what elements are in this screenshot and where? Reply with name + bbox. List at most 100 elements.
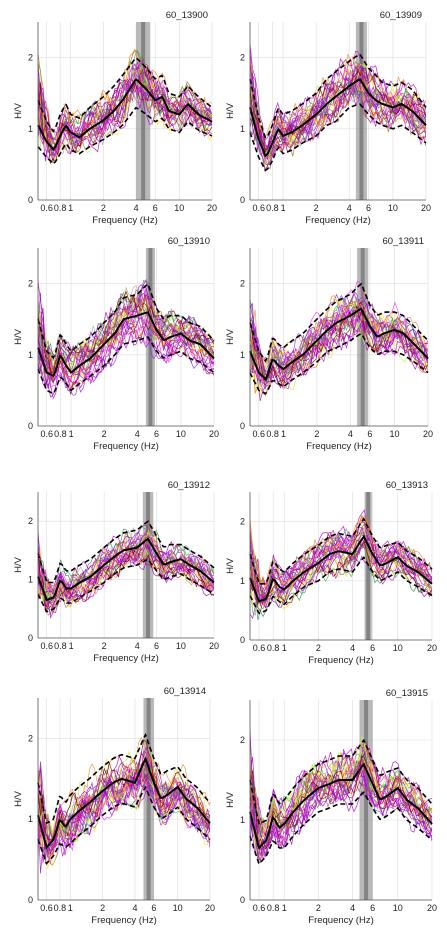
window-trace (250, 311, 428, 388)
x-axis-title: Frequency (Hz) (92, 215, 157, 226)
mean-hv-curve (249, 307, 429, 381)
x-tick-label-10: 10 (390, 429, 400, 439)
window-trace (38, 317, 214, 396)
x-axis-title: Frequency (Hz) (308, 655, 373, 666)
y-tick-label-2: 2 (240, 517, 245, 527)
window-trace (250, 304, 428, 390)
x-tick-label-20: 20 (427, 643, 437, 653)
window-trace (250, 755, 432, 850)
peak-frequency-line (148, 248, 153, 426)
window-trace (38, 546, 214, 614)
window-trace (250, 736, 432, 844)
mean-hv-curve (37, 756, 211, 850)
mean-hv-curve (37, 311, 215, 378)
x-tick-label-2: 2 (316, 903, 321, 913)
x-tick-label-1: 1 (68, 903, 73, 913)
y-axis-title: H/V (225, 102, 236, 119)
upper-std-curve (249, 282, 429, 363)
window-traces (38, 737, 210, 874)
x-tick-label-1: 1 (281, 429, 286, 439)
window-trace (38, 526, 214, 605)
mean-hv-curve (249, 762, 433, 850)
upper-std-curve (249, 53, 427, 139)
x-tick-label-2: 2 (102, 429, 107, 439)
mean-hv-curve (249, 534, 433, 603)
peak-frequency-line (359, 22, 364, 200)
window-trace (38, 550, 214, 617)
x-tick-label-4: 4 (135, 641, 140, 651)
x-tick-label-2: 2 (100, 903, 105, 913)
y-tick-label-0: 0 (28, 895, 33, 905)
y-tick-label-1: 1 (28, 350, 33, 360)
window-trace (38, 761, 210, 858)
y-tick-label-0: 0 (28, 195, 33, 205)
panel-title: 60_13900 (166, 10, 208, 21)
x-tick-label-0.8: 0.8 (54, 641, 67, 651)
y-tick-label-1: 1 (28, 575, 33, 585)
x-tick-label-1: 1 (69, 429, 74, 439)
panel-title: 60_13912 (168, 480, 210, 491)
window-trace (38, 294, 214, 377)
x-tick-label-6: 6 (367, 429, 372, 439)
window-trace (250, 59, 426, 137)
x-tick-label-1: 1 (282, 903, 287, 913)
lower-std-curve (249, 332, 429, 395)
y-axis-title: H/V (225, 791, 236, 808)
x-tick-label-0.6: 0.6 (253, 429, 266, 439)
window-trace (250, 281, 428, 370)
window-trace (250, 67, 426, 151)
x-tick-label-10: 10 (173, 903, 183, 913)
x-tick-label-2: 2 (314, 203, 319, 213)
y-tick-label-2: 2 (28, 516, 33, 526)
window-trace (38, 81, 212, 165)
x-tick-label-0.8: 0.8 (54, 203, 67, 213)
x-tick-label-20: 20 (209, 429, 219, 439)
x-tick-label-10: 10 (393, 643, 403, 653)
x-tick-label-20: 20 (205, 903, 215, 913)
panel-title: 60_13909 (380, 10, 422, 21)
window-trace (38, 290, 214, 374)
x-tick-label-0.6: 0.6 (253, 903, 266, 913)
panel-title: 60_13913 (386, 480, 428, 491)
x-tick-label-2: 2 (101, 203, 106, 213)
upper-std-curve (37, 56, 213, 133)
x-tick-label-4: 4 (350, 903, 355, 913)
x-axis-title: Frequency (Hz) (306, 441, 371, 452)
window-trace (250, 48, 426, 141)
upper-std-curve (37, 732, 211, 825)
x-tick-label-0.6: 0.6 (40, 429, 53, 439)
x-tick-label-10: 10 (393, 903, 403, 913)
window-trace (38, 536, 214, 596)
x-tick-label-6: 6 (153, 203, 158, 213)
lower-std-curve (37, 336, 215, 395)
x-tick-label-20: 20 (207, 203, 217, 213)
x-tick-label-6: 6 (151, 903, 156, 913)
y-tick-label-1: 1 (240, 576, 245, 586)
x-tick-label-1: 1 (281, 203, 286, 213)
panel-title: 60_13910 (168, 236, 210, 247)
y-tick-label-0: 0 (240, 421, 245, 431)
x-axis-title: Frequency (Hz) (308, 915, 373, 926)
panel-title: 60_13911 (382, 236, 424, 247)
panel-title: 60_13915 (386, 688, 428, 699)
peak-frequency-line (364, 700, 369, 900)
window-trace (38, 553, 214, 619)
x-tick-label-10: 10 (174, 203, 184, 213)
y-axis-title: H/V (13, 790, 24, 807)
x-tick-label-20: 20 (423, 429, 433, 439)
lower-std-curve (249, 556, 433, 615)
x-tick-label-4: 4 (347, 203, 352, 213)
window-trace (250, 530, 432, 600)
x-tick-label-0.6: 0.6 (253, 643, 266, 653)
x-tick-label-1: 1 (282, 643, 287, 653)
x-tick-label-0.6: 0.6 (40, 203, 53, 213)
x-tick-label-6: 6 (370, 903, 375, 913)
window-trace (38, 541, 214, 609)
x-tick-label-0.6: 0.6 (40, 903, 53, 913)
